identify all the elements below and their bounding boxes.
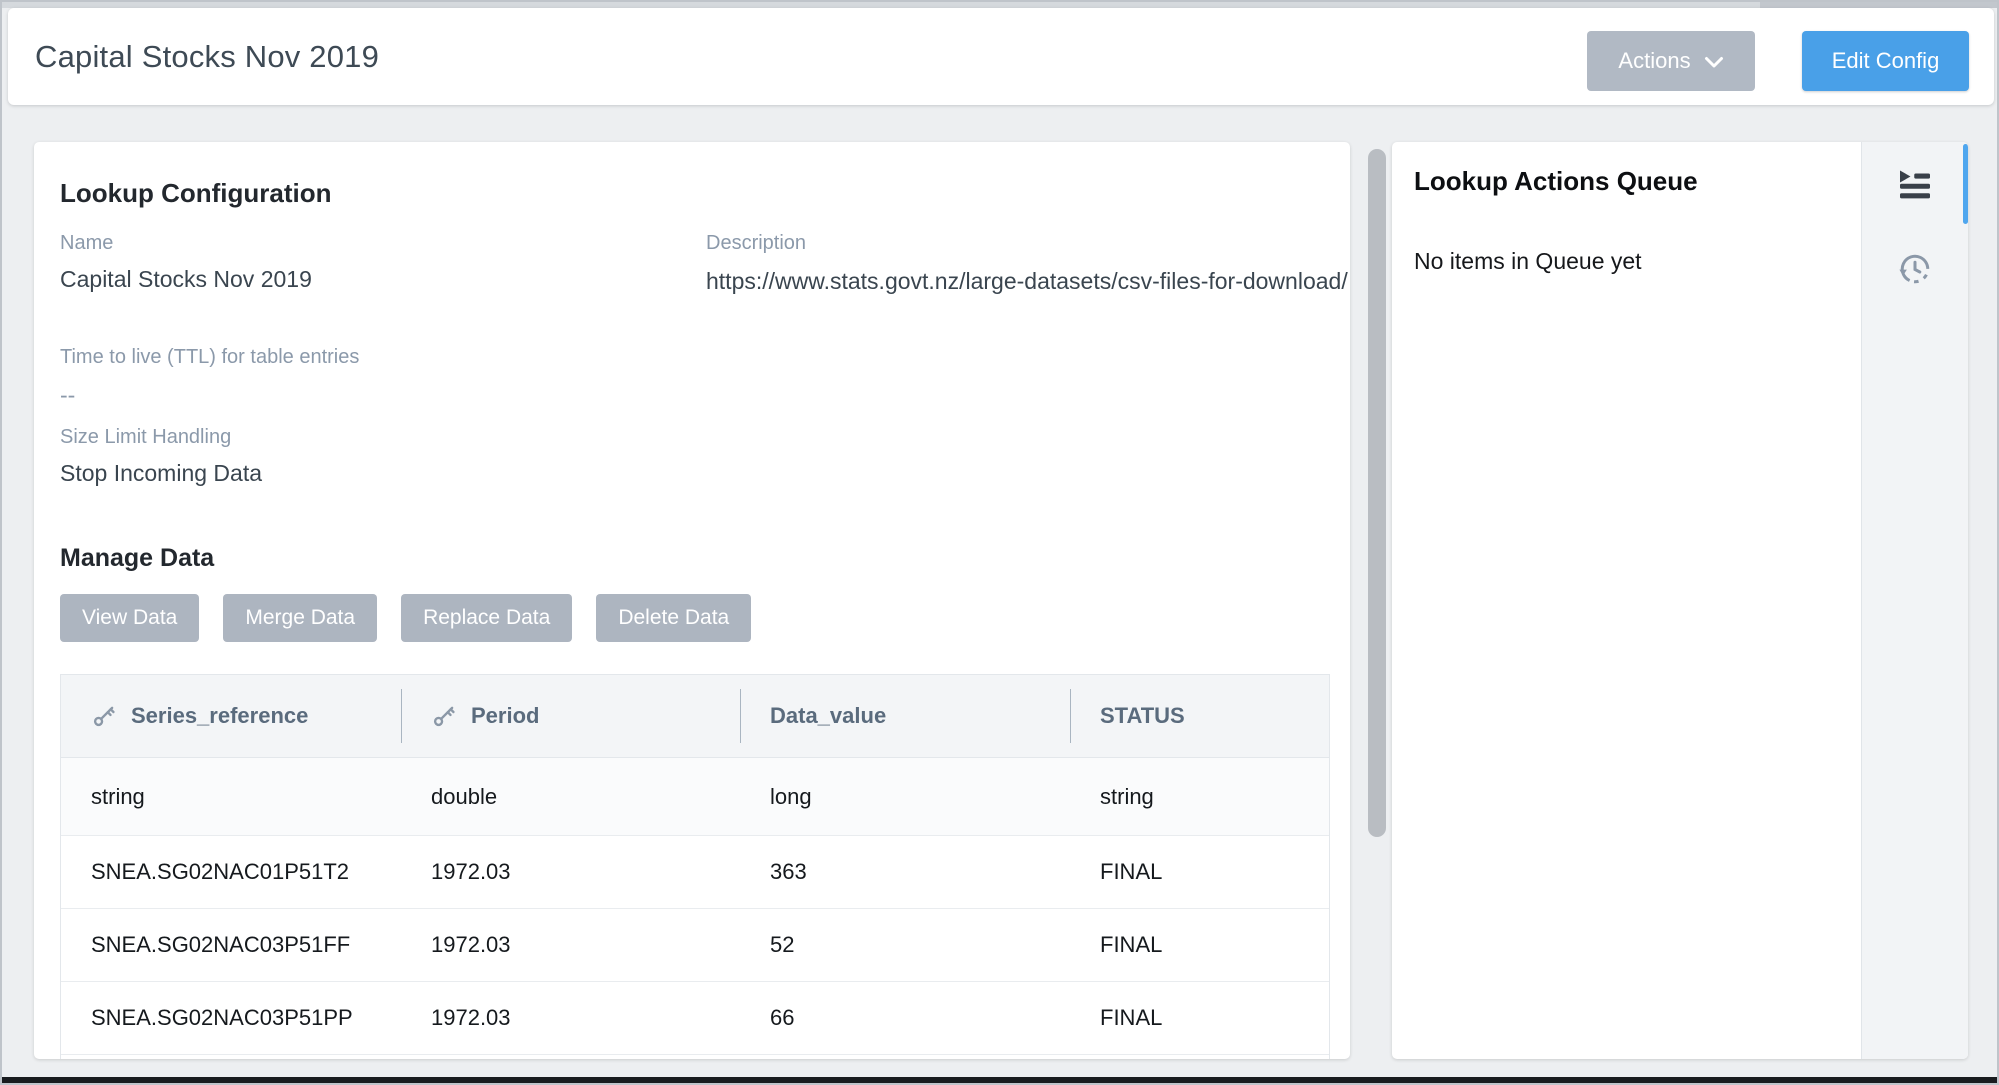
key-icon <box>91 703 117 729</box>
size-limit-value: Stop Incoming Data <box>60 460 263 486</box>
data-table: Series_reference Period Data_value STATU… <box>60 674 1330 1059</box>
type-cell: double <box>431 783 498 809</box>
table-row: SNEA.SG02NAC03P51FF 1972.03 52 FINAL <box>61 909 1329 982</box>
table-cell: SNEA.SG02NAC01P51T2 <box>91 859 350 884</box>
table-cell: SNEA.SG02NAC03P51PP <box>91 1005 353 1030</box>
replace-data-button[interactable]: Replace Data <box>401 594 573 642</box>
window-bottom-edge <box>2 1077 1997 1083</box>
queue-list-icon <box>1900 170 1930 199</box>
scrollbar-thumb[interactable] <box>1368 149 1386 837</box>
queue-empty-message: No items in Queue yet <box>1414 248 1642 274</box>
table-cell: FINAL <box>1100 859 1163 884</box>
history-icon <box>1899 254 1930 284</box>
table-cell: FINAL <box>1100 932 1163 957</box>
ttl-label: Time to live (TTL) for table entries <box>60 346 360 368</box>
table-cell: 363 <box>770 859 807 884</box>
table-row: SNEA.SG02NAC03P51PP 1972.03 66 FINAL <box>61 982 1329 1055</box>
delete-data-button[interactable]: Delete Data <box>596 594 752 642</box>
manage-data-heading: Manage Data <box>60 544 215 572</box>
table-cell: 66 <box>770 1005 795 1030</box>
table-cell: SNEA.SG02NAC03P51FF <box>91 932 351 957</box>
column-header-data-value: Data_value <box>740 675 1070 757</box>
edit-config-button[interactable]: Edit Config <box>1802 31 1969 91</box>
table-cell: 1972.03 <box>431 859 511 884</box>
lookup-config-heading: Lookup Configuration <box>60 178 332 208</box>
top-scrollbar-thumb[interactable] <box>1760 2 1997 8</box>
queue-side-toolbar <box>1861 142 1968 1059</box>
table-row: SNEA.SG02NAC01P51T2 1972.03 363 FINAL <box>61 836 1329 909</box>
header-bar: Capital Stocks Nov 2019 Actions Edit Con… <box>8 8 1994 105</box>
table-cell: 1972.03 <box>431 932 511 957</box>
column-header-status: STATUS <box>1070 675 1329 757</box>
type-cell: string <box>1100 783 1154 809</box>
size-limit-label: Size Limit Handling <box>60 426 232 448</box>
ttl-value: -- <box>60 382 76 408</box>
type-cell: long <box>770 783 812 809</box>
table-type-row: string double long string <box>61 758 1329 836</box>
table-cell: 52 <box>770 932 795 957</box>
description-value: https://www.stats.govt.nz/large-datasets… <box>706 268 1348 294</box>
chevron-down-icon <box>1704 56 1723 67</box>
column-header-label: Period <box>471 703 540 728</box>
table-cell: FINAL <box>1100 1005 1163 1030</box>
column-header-label: STATUS <box>1100 703 1185 728</box>
name-value: Capital Stocks Nov 2019 <box>60 266 312 292</box>
table-header-row: Series_reference Period Data_value STATU… <box>61 675 1329 758</box>
lookup-actions-queue-card: Lookup Actions Queue No items in Queue y… <box>1392 142 1968 1059</box>
description-label: Description <box>706 232 807 254</box>
merge-data-button[interactable]: Merge Data <box>223 594 378 642</box>
active-tab-indicator <box>1963 144 1968 224</box>
manage-data-buttons: View Data Merge Data Replace Data Delete… <box>60 594 752 642</box>
actions-button-label: Actions <box>1618 48 1691 73</box>
lookup-config-card: Lookup Configuration Name Capital Stocks… <box>34 142 1350 1059</box>
key-icon <box>431 703 457 729</box>
table-row-clipped <box>61 1055 1329 1059</box>
column-header-label: Series_reference <box>131 703 309 728</box>
top-scrollbar-track <box>2 2 1997 8</box>
column-header-series-reference: Series_reference <box>61 675 401 757</box>
name-label: Name <box>60 232 114 254</box>
queue-panel-heading: Lookup Actions Queue <box>1414 166 1698 196</box>
view-data-button[interactable]: View Data <box>60 594 200 642</box>
page-title: Capital Stocks Nov 2019 <box>35 38 380 74</box>
table-cell: 1972.03 <box>431 1005 511 1030</box>
actions-button[interactable]: Actions <box>1587 31 1755 91</box>
type-cell: string <box>91 783 145 809</box>
column-header-label: Data_value <box>770 703 887 728</box>
column-header-period: Period <box>401 675 740 757</box>
queue-tab-button[interactable] <box>1889 158 1941 210</box>
history-tab-button[interactable] <box>1889 243 1941 295</box>
